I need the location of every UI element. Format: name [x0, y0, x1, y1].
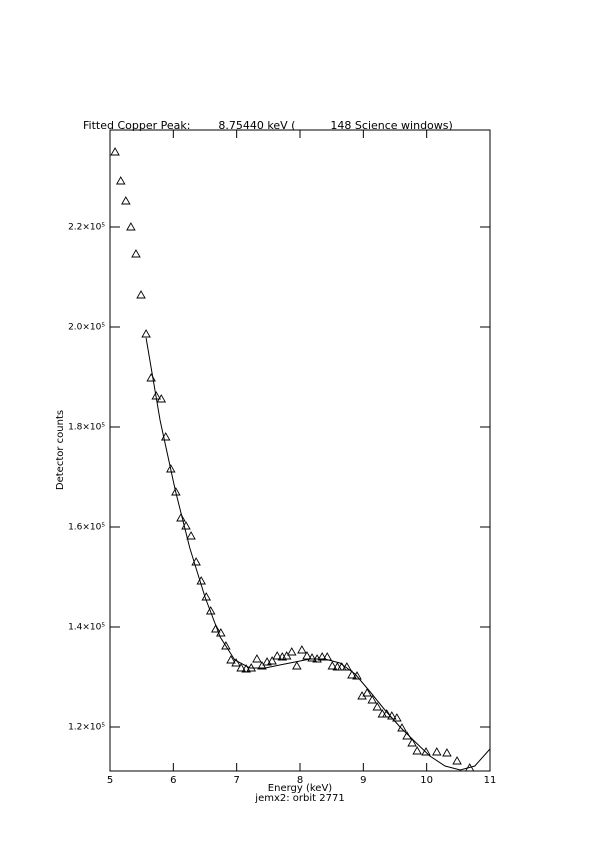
data-point	[115, 176, 126, 185]
y-tick-label: 2.2×10⁵	[68, 223, 105, 233]
data-point	[302, 651, 312, 660]
data-point	[297, 645, 307, 654]
x-tick-label: 9	[360, 775, 366, 786]
data-point	[362, 688, 372, 697]
data-point	[402, 731, 412, 740]
data-point	[267, 656, 277, 665]
data-point	[205, 606, 216, 615]
data-point	[110, 147, 120, 156]
data-point	[397, 723, 407, 732]
data-point	[257, 661, 267, 670]
y-tick-label: 1.4×10⁵	[68, 623, 105, 633]
data-point	[432, 747, 442, 756]
x-tick-label: 5	[107, 775, 113, 786]
x-tick-label: 8	[297, 775, 303, 786]
data-point	[307, 653, 317, 662]
y-tick-label: 2.0×10⁵	[68, 323, 105, 333]
x-tick-label: 11	[484, 775, 497, 786]
x-tick-label: 6	[170, 775, 176, 786]
data-point	[166, 464, 176, 473]
data-point	[286, 647, 297, 656]
data-point	[146, 373, 156, 382]
data-point	[131, 249, 141, 258]
data-point	[176, 513, 186, 522]
data-point	[171, 487, 181, 496]
data-point	[352, 671, 362, 680]
y-tick-label: 1.2×10⁵	[68, 723, 105, 733]
data-point	[421, 747, 431, 756]
data-point	[221, 641, 231, 650]
data-point	[407, 738, 417, 747]
y-tick-label: 1.6×10⁵	[68, 523, 105, 533]
x-axis-label: Energy (keV)	[268, 783, 333, 794]
y-tick-label: 1.8×10⁵	[68, 423, 105, 433]
data-point	[136, 290, 146, 299]
data-point	[236, 663, 246, 672]
data-point	[121, 196, 131, 205]
data-point	[252, 654, 262, 663]
data-point	[367, 695, 377, 704]
data-point	[281, 651, 292, 660]
data-point	[141, 329, 151, 338]
data-point	[272, 651, 282, 660]
data-point	[327, 661, 338, 670]
data-point	[126, 222, 136, 231]
data-point	[196, 576, 206, 585]
data-point	[412, 746, 422, 755]
x-tick-label: 7	[233, 775, 239, 786]
data-point	[372, 702, 383, 711]
data-point	[317, 652, 327, 661]
data-point	[357, 691, 367, 700]
data-point	[186, 531, 196, 540]
data-point	[292, 661, 302, 670]
y-axis-label: Detector counts	[55, 410, 66, 490]
data-point	[156, 394, 167, 403]
data-point	[231, 658, 241, 667]
data-point	[337, 662, 347, 671]
data-point	[381, 709, 392, 718]
subtitle: jemx2: orbit 2771	[254, 793, 344, 804]
x-tick-label: 10	[420, 775, 433, 786]
data-point	[452, 756, 462, 765]
data-point	[226, 655, 236, 664]
data-point	[442, 748, 452, 757]
data-point	[392, 713, 402, 722]
data-point	[347, 670, 357, 679]
data-point	[210, 624, 221, 633]
fit-line	[145, 337, 490, 771]
chart-title: Fitted Copper Peak: 8.75440 keV ( 148 Sc…	[83, 119, 453, 132]
